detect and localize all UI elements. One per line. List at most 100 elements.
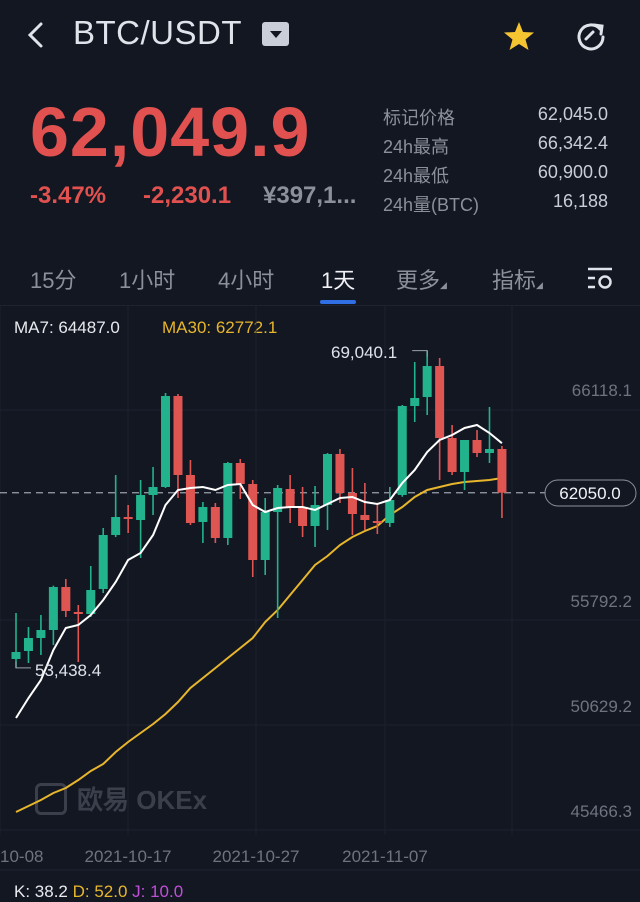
tab-indicators-label: 指标	[492, 268, 537, 293]
candle	[335, 449, 345, 504]
x-tick-label: 2021-10-27	[213, 847, 300, 866]
candle-body	[111, 516, 121, 535]
ma30-line	[15, 477, 503, 813]
candle-body	[472, 439, 482, 453]
candle-body	[136, 494, 146, 521]
candle	[298, 486, 308, 538]
candle	[210, 503, 220, 544]
high-marker-label: 69,040.1	[331, 343, 397, 362]
candle	[435, 358, 445, 481]
refresh-share-icon[interactable]	[575, 20, 607, 52]
high-marker-pointer	[412, 350, 428, 357]
candle-body	[410, 398, 420, 406]
candle-body	[422, 366, 432, 398]
candle	[161, 393, 171, 488]
candle	[422, 350, 432, 416]
chart-settings-icon[interactable]	[586, 266, 614, 290]
candle-body	[86, 590, 96, 615]
candle	[410, 362, 420, 423]
candle	[260, 498, 270, 575]
chart-labels	[15, 350, 428, 669]
candle-body	[223, 463, 233, 539]
candle-body	[48, 586, 58, 630]
candle	[185, 460, 195, 526]
pair-dropdown-icon[interactable]	[262, 22, 289, 46]
candle-body	[260, 511, 270, 561]
candle	[148, 467, 158, 516]
change-amount: -2,230.1	[143, 182, 232, 209]
k-value: K: 38.2	[14, 882, 68, 901]
active-tab-underline	[320, 300, 356, 304]
current-price-label: 62050.0	[559, 484, 620, 503]
candle-body	[73, 611, 83, 615]
candle	[136, 480, 146, 558]
divider	[0, 305, 640, 306]
tab-4hour[interactable]: 4小时	[218, 268, 275, 293]
low-marker-label: 53,438.4	[35, 661, 101, 680]
stat-label-24h-volume: 24h量(BTC)	[383, 195, 480, 215]
candle	[23, 626, 33, 663]
ma30-layer	[15, 477, 503, 813]
tab-1hour[interactable]: 1小时	[119, 268, 176, 293]
candle-body	[161, 396, 171, 487]
tab-more[interactable]: 更多◢	[396, 263, 447, 295]
candle-body	[347, 492, 357, 515]
back-chevron-icon[interactable]	[24, 20, 48, 50]
candle-body	[185, 474, 195, 523]
candle	[397, 404, 407, 497]
candle-body	[435, 366, 445, 439]
candle-body	[460, 439, 470, 473]
stat-label-24h-low: 24h最低	[383, 166, 450, 186]
ma30-legend: MA30: 62772.1	[162, 318, 278, 337]
d-value: D: 52.0	[72, 882, 128, 901]
dropdown-triangle-icon: ◢	[536, 280, 543, 290]
y-tick-label: 66118.1	[572, 381, 632, 400]
current-price-tag	[544, 479, 637, 507]
candle-body	[285, 488, 295, 509]
candle-body	[385, 499, 395, 523]
candle-body	[248, 484, 258, 561]
cny-price: ¥397,1...	[263, 182, 357, 209]
stat-value-mark-price: 62,045.0	[537, 104, 608, 124]
tab-more-label: 更多	[396, 268, 441, 293]
candle	[123, 504, 133, 534]
x-tick-label: 2021-10-08	[0, 847, 43, 866]
y-tick-label: 50629.2	[571, 697, 632, 716]
low-marker-pointer	[15, 661, 31, 669]
candle	[73, 604, 83, 662]
candle	[347, 468, 357, 535]
ma7-layer	[15, 423, 503, 719]
stat-value-24h-volume: 16,188	[552, 191, 608, 211]
candle	[273, 485, 283, 618]
stat-value-24h-high: 66,342.4	[537, 133, 608, 153]
candle	[61, 579, 71, 617]
candle	[36, 614, 46, 656]
candle	[111, 474, 121, 538]
stat-label-mark-price: 标记价格	[383, 108, 455, 128]
candle	[86, 566, 96, 617]
tab-1day[interactable]: 1天	[321, 268, 356, 293]
candle	[285, 474, 295, 523]
candle	[447, 425, 457, 475]
chart-grid	[0, 306, 640, 835]
candle	[497, 445, 507, 518]
x-tick-label: 2021-11-07	[342, 847, 428, 866]
candle	[385, 486, 395, 528]
candle-body	[372, 521, 382, 524]
candles-layer	[11, 350, 507, 668]
candle	[372, 503, 382, 534]
candle-body	[497, 449, 507, 493]
tab-15min[interactable]: 15分	[30, 268, 77, 293]
tab-indicators[interactable]: 指标◢	[492, 263, 543, 295]
change-percent: -3.47%	[30, 182, 107, 209]
candle-body	[235, 463, 245, 485]
pair-title[interactable]: BTC/USDT	[73, 14, 242, 51]
star-icon[interactable]	[503, 20, 535, 52]
candlestick-chart[interactable]: 2021-10-08 2021-10-17 2021-10-27 2021-11…	[0, 305, 640, 895]
candle-body	[11, 651, 21, 659]
candle-body	[61, 586, 71, 611]
candle-body	[310, 504, 320, 527]
candle-body	[360, 515, 370, 521]
okex-logo-icon	[35, 782, 67, 815]
candle	[223, 462, 233, 545]
